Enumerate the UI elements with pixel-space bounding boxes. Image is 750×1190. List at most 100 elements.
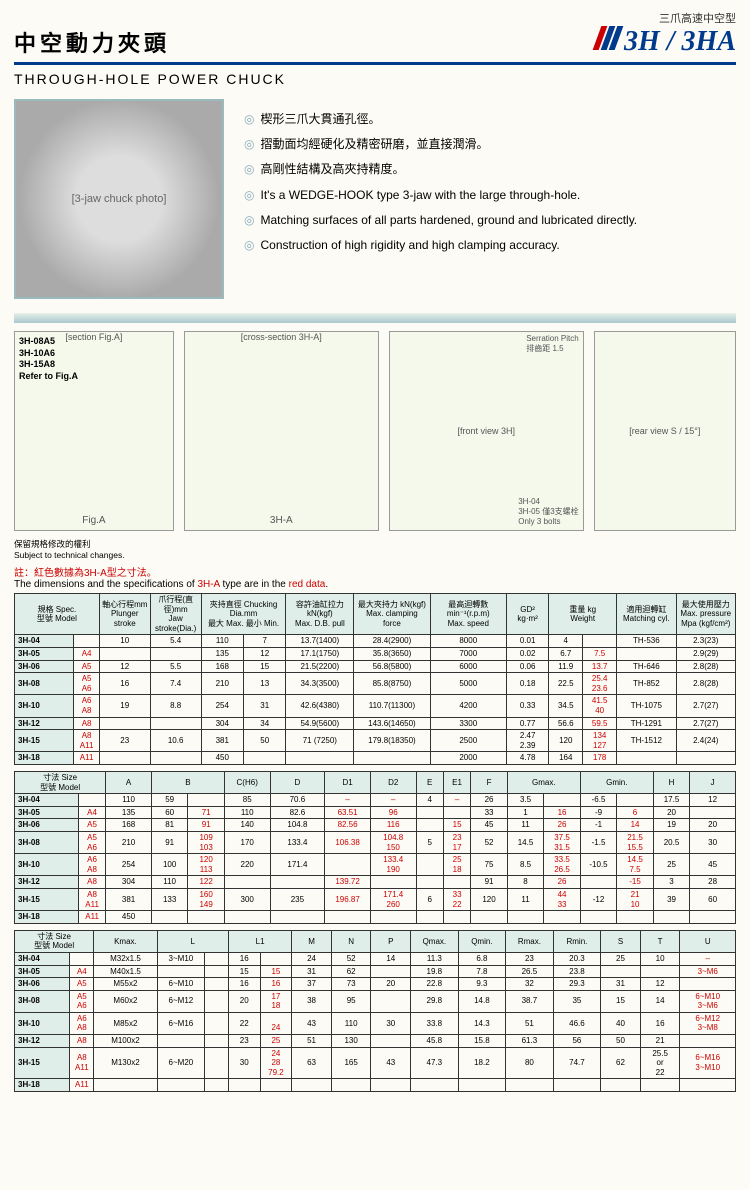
col-header: H xyxy=(653,772,690,794)
data-cell: 62 xyxy=(331,965,371,978)
data-cell: A8 xyxy=(78,876,105,889)
data-cell: 60 xyxy=(690,888,736,910)
data-cell xyxy=(224,911,270,924)
data-cell: 120 xyxy=(549,730,583,752)
data-cell: 20 xyxy=(690,819,736,832)
data-cell: 14 xyxy=(371,952,411,965)
subtitle-en: THROUGH-HOLE POWER CHUCK xyxy=(14,71,736,87)
data-cell: 13.7(1400) xyxy=(286,635,354,648)
data-cell: 6~M10 3~M6 xyxy=(680,990,736,1012)
data-cell xyxy=(325,911,371,924)
data-cell: 106.38 xyxy=(325,831,371,853)
spec-table-3: 寸法 Size 型號 ModelKmax.LL1MNPQmax.Qmin.Rma… xyxy=(14,930,736,1092)
data-cell: 3.5 xyxy=(507,794,544,807)
data-cell: 71 xyxy=(188,806,225,819)
data-cell xyxy=(544,794,581,807)
col-header: GD² kg·m² xyxy=(506,594,548,635)
data-cell: 300 xyxy=(224,888,270,910)
data-cell: 0.01 xyxy=(506,635,548,648)
col-header: U xyxy=(680,930,736,952)
data-cell: 3H-10 xyxy=(15,854,79,876)
data-cell: 178 xyxy=(583,752,617,765)
data-cell: 3 xyxy=(653,876,690,889)
data-cell: 3H-10 xyxy=(15,1012,70,1034)
data-cell xyxy=(205,1079,229,1092)
data-cell: 15 xyxy=(260,965,292,978)
col-header: 最大使用壓力 Max. pressure Mpa (kgf/cm²) xyxy=(676,594,735,635)
tech-change-note: 保留規格修改的權利 Subject to technical changes. xyxy=(14,539,736,561)
data-cell xyxy=(443,806,470,819)
col-header: 寸法 Size 型號 Model xyxy=(15,930,94,952)
data-cell: 35 xyxy=(553,990,601,1012)
data-cell: 116 xyxy=(370,819,416,832)
data-cell: 3H-05 xyxy=(15,806,79,819)
data-cell: 3H-06 xyxy=(15,660,74,673)
data-cell: 6~M12 3~M8 xyxy=(680,1012,736,1034)
data-cell: 220 xyxy=(224,854,270,876)
data-cell: 16 xyxy=(640,1012,680,1034)
data-cell: 6 xyxy=(617,806,654,819)
data-cell xyxy=(99,648,150,661)
data-cell: 42.6(4380) xyxy=(286,695,354,717)
data-cell: M40x1.5 xyxy=(94,965,157,978)
data-cell: 23 xyxy=(99,730,150,752)
table-row: 3H-18A1145020004.78164178 xyxy=(15,752,736,765)
data-cell xyxy=(411,1079,459,1092)
data-cell: M60x2 xyxy=(94,990,157,1012)
data-cell: 2.8(28) xyxy=(676,660,735,673)
data-cell: 3H-05 xyxy=(15,648,74,661)
table-row: 3H-10A6 A8M85x26~M1622 24431103033.814.3… xyxy=(15,1012,736,1034)
data-cell: 80 xyxy=(506,1047,554,1079)
data-cell: 26 xyxy=(544,876,581,889)
data-cell: 44 33 xyxy=(544,888,581,910)
data-cell xyxy=(371,1035,411,1048)
diagram-row: 3H-08A5 3H-10A6 3H-15A8 Refer to Fig.A [… xyxy=(14,331,736,531)
data-cell xyxy=(205,952,229,965)
data-cell: A11 xyxy=(70,1079,94,1092)
col-header: 軸心行程mm Plunger stroke xyxy=(99,594,150,635)
data-cell: 19 xyxy=(653,819,690,832)
data-cell: 254 xyxy=(106,854,152,876)
data-cell xyxy=(690,911,736,924)
data-cell: 43 xyxy=(371,1047,411,1079)
data-cell: 29.8 xyxy=(411,990,459,1012)
data-cell: 10.6 xyxy=(150,730,201,752)
table-row: 3H-08A5 A6M60x26~M122017 18389529.814.83… xyxy=(15,990,736,1012)
data-cell: 109 103 xyxy=(188,831,225,853)
data-cell: 7.5 xyxy=(583,648,617,661)
data-cell: 3H-18 xyxy=(15,911,79,924)
data-cell: 3H-04 xyxy=(15,794,79,807)
data-cell: 160 149 xyxy=(188,888,225,910)
data-cell: 381 xyxy=(106,888,152,910)
data-cell: TH-852 xyxy=(617,673,676,695)
table-row: 3H-06A5125.51681521.5(2200)56.8(5800)600… xyxy=(15,660,736,673)
data-cell: 164 xyxy=(549,752,583,765)
data-cell: 381 xyxy=(201,730,243,752)
data-cell: 16 xyxy=(228,978,260,991)
data-cell: 133.4 190 xyxy=(370,854,416,876)
data-cell xyxy=(99,717,150,730)
data-cell: 254 xyxy=(201,695,243,717)
data-cell xyxy=(640,1079,680,1092)
col-header: 夾持直徑 Chucking Dia.mm 最大 Max. 最小 Min. xyxy=(201,594,286,635)
data-cell: 11 xyxy=(507,819,544,832)
col-header: D xyxy=(270,772,325,794)
data-cell: 210 xyxy=(106,831,152,853)
data-cell: 33.8 xyxy=(411,1012,459,1034)
data-cell: 139.72 xyxy=(325,876,371,889)
data-cell: 6~M20 xyxy=(157,1047,205,1079)
data-cell xyxy=(224,876,270,889)
data-cell: 26 xyxy=(471,794,508,807)
data-cell: TH-1291 xyxy=(617,717,676,730)
data-cell: 13.7 xyxy=(583,660,617,673)
col-header: 爪行程(直徑)mm Jaw stroke(Dia.) xyxy=(150,594,201,635)
data-cell: 96 xyxy=(370,806,416,819)
data-cell: 304 xyxy=(106,876,152,889)
data-cell: 171.4 xyxy=(270,854,325,876)
data-cell: -1.5 xyxy=(580,831,617,853)
data-cell: 82.6 xyxy=(270,806,325,819)
data-cell: A8 xyxy=(70,1035,94,1048)
title-chinese: 中空動力夾頭 xyxy=(14,26,170,58)
data-cell: 3~M10 xyxy=(157,952,205,965)
data-cell: 8 xyxy=(507,876,544,889)
